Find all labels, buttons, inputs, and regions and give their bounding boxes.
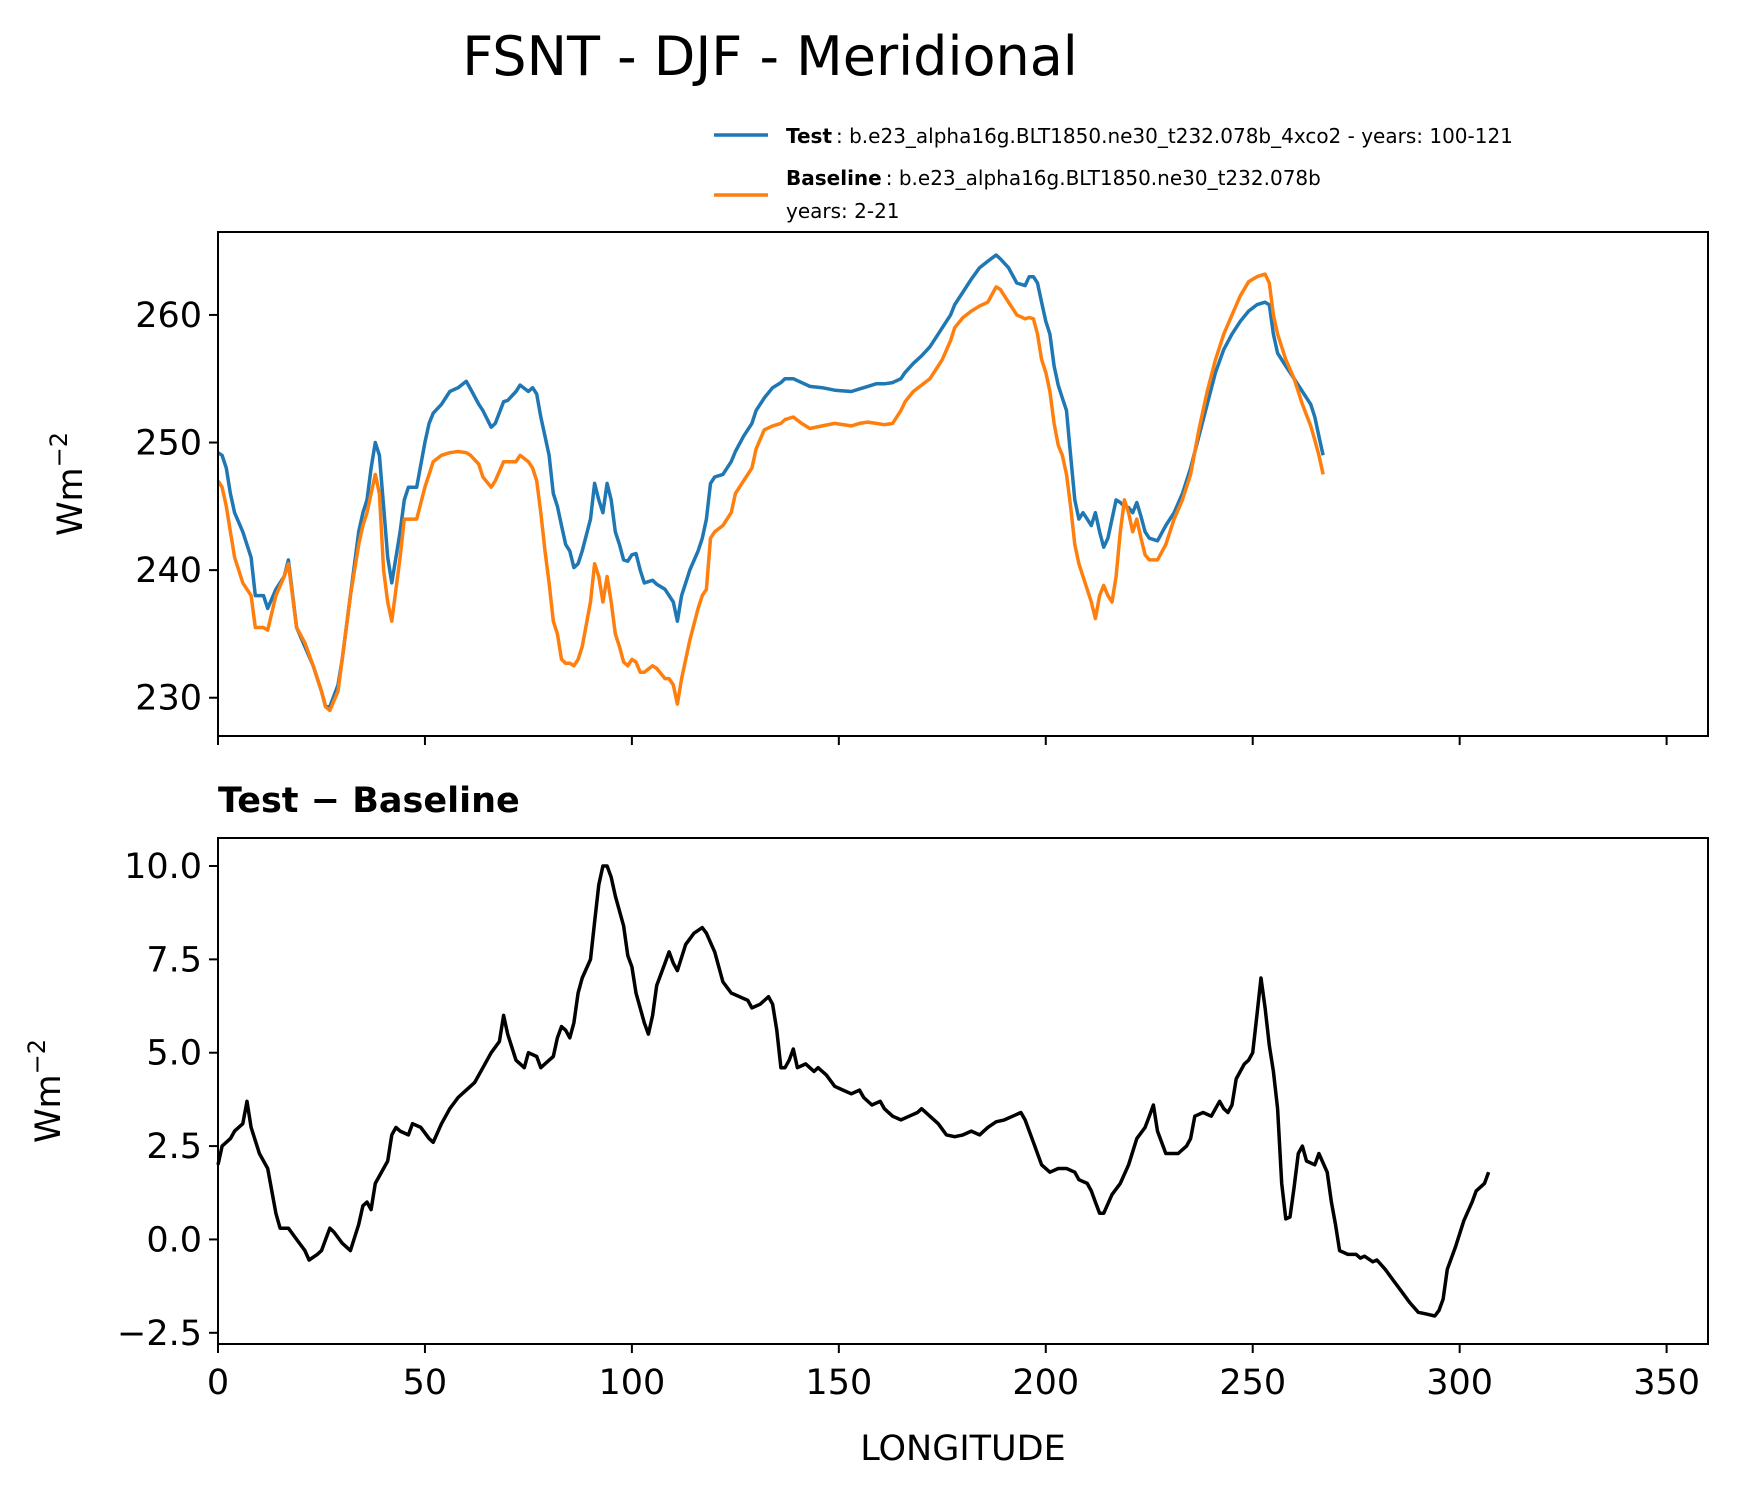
bottom-axes-frame bbox=[217, 837, 1709, 1345]
y-tick-label: 230 bbox=[135, 679, 202, 719]
x-tick-label: 150 bbox=[805, 1363, 872, 1403]
x-tick-label: 0 bbox=[207, 1363, 229, 1403]
top-y-ticks: 230 240 250 260 bbox=[135, 296, 218, 719]
y-tick-label: 240 bbox=[135, 551, 202, 591]
legend-baseline-name: Baseline bbox=[786, 166, 882, 190]
figure-title: FSNT - DJF - Meridional bbox=[462, 25, 1078, 88]
x-tick-label: 50 bbox=[403, 1363, 448, 1403]
bottom-x-ticks: 0 50 100 150 200 250 300 350 bbox=[207, 1344, 1700, 1403]
top-axes-frame bbox=[217, 231, 1709, 737]
svg-text:Test: b.e23_alpha16g.BLT1850.n: Test: b.e23_alpha16g.BLT1850.ne30_t232.0… bbox=[786, 124, 1513, 148]
x-tick-label: 300 bbox=[1426, 1363, 1493, 1403]
y-tick-label: −2.5 bbox=[117, 1314, 202, 1354]
legend-baseline-desc: : b.e23_alpha16g.BLT1850.ne30_t232.078b bbox=[886, 166, 1321, 190]
y-tick-label: 250 bbox=[135, 424, 202, 464]
x-tick-label: 250 bbox=[1219, 1363, 1286, 1403]
legend-baseline-years: years: 2-21 bbox=[786, 199, 900, 223]
y-tick-label: 0.0 bbox=[146, 1220, 202, 1260]
series-line-baseline bbox=[216, 272, 1325, 713]
legend-test-desc: : b.e23_alpha16g.BLT1850.ne30_t232.078b_… bbox=[836, 124, 1513, 148]
bottom-panel-title: Test − Baseline bbox=[218, 781, 520, 821]
bottom-series-group bbox=[216, 864, 1491, 1318]
series-line-test bbox=[217, 253, 1325, 709]
bottom-ylabel: Wm−2 bbox=[23, 1039, 69, 1143]
x-tick-label: 350 bbox=[1633, 1363, 1700, 1403]
bottom-panel: Test − Baseline −2.5 0.0 2.5 5.0 7.5 10.0 0 50… bbox=[23, 781, 1709, 1469]
y-tick-label: 2.5 bbox=[146, 1127, 202, 1167]
svg-text:Baseline: b.e23_alpha16g.BLT18: Baseline: b.e23_alpha16g.BLT1850.ne30_t2… bbox=[786, 166, 1321, 190]
x-tick-label: 200 bbox=[1012, 1363, 1079, 1403]
y-tick-label: 7.5 bbox=[146, 940, 202, 980]
bottom-y-ticks: −2.5 0.0 2.5 5.0 7.5 10.0 bbox=[117, 847, 218, 1354]
x-tick-label: 100 bbox=[598, 1363, 665, 1403]
y-tick-label: 5.0 bbox=[146, 1034, 202, 1074]
top-ylabel: Wm−2 bbox=[45, 432, 91, 536]
top-series-group bbox=[216, 253, 1325, 713]
legend-test-name: Test bbox=[786, 124, 832, 148]
series-line-test-baseline bbox=[216, 864, 1491, 1318]
bottom-xlabel: LONGITUDE bbox=[860, 1429, 1066, 1469]
y-tick-label: 10.0 bbox=[124, 847, 202, 887]
top-x-ticks bbox=[217, 736, 1668, 745]
y-tick-label: 260 bbox=[135, 296, 202, 336]
top-panel: 230 240 250 260 Wm−2 bbox=[45, 231, 1709, 745]
legend: Test: b.e23_alpha16g.BLT1850.ne30_t232.0… bbox=[714, 124, 1513, 223]
